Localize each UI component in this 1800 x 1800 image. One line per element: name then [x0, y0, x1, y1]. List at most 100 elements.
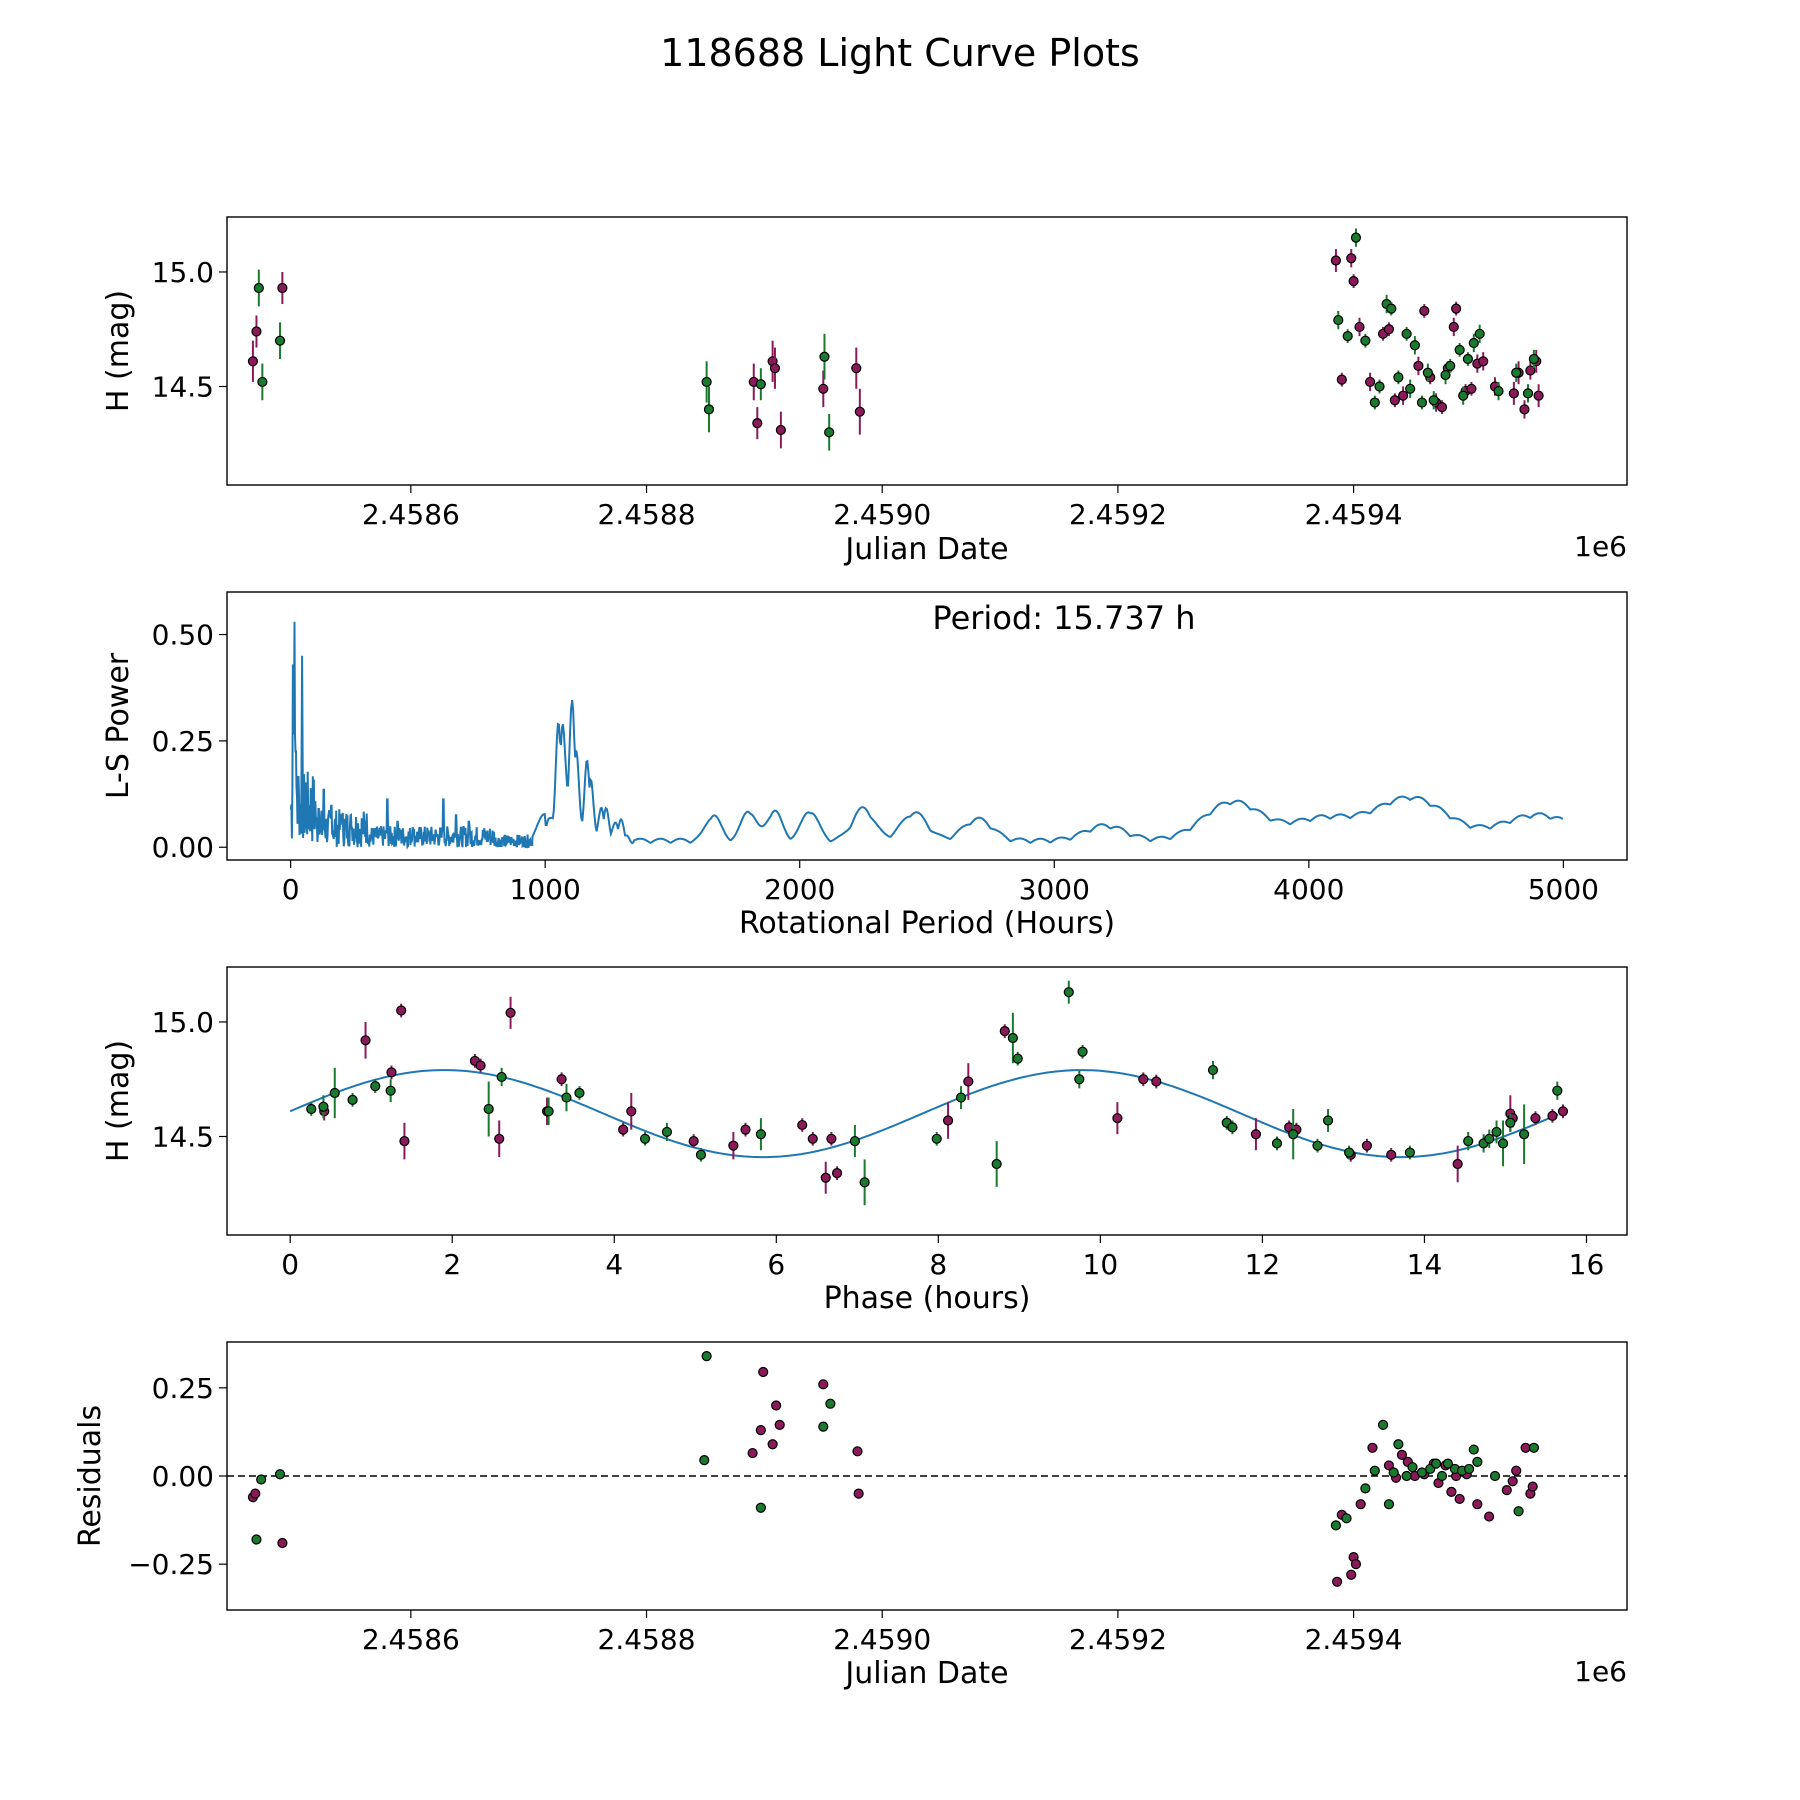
lightcurve-x-offset: 1e6 — [1574, 530, 1627, 563]
residuals-point-green — [1489, 1470, 1501, 1482]
phase-point-magenta — [1250, 1129, 1262, 1140]
lightcurve-point-green — [253, 282, 264, 294]
residuals-x-tick-label: 2.4586 — [362, 1623, 460, 1656]
lightcurve-panel: 2.4586 2.4588 2.4590 2.4592 2.4594 14.515.0 … — [101, 216, 1628, 567]
phase-point-green — [661, 1126, 673, 1138]
periodogram-y-label: L-S Power — [101, 652, 136, 799]
phase-y-label: H (mag) — [101, 1040, 136, 1162]
lightcurve-point-green — [1511, 367, 1522, 378]
phase-point-magenta — [728, 1140, 739, 1151]
phase-x-tick-label: 14 — [1407, 1248, 1443, 1281]
residuals-point-green — [699, 1455, 710, 1466]
lightcurve-point-green — [703, 404, 715, 415]
phase-frame — [226, 966, 1628, 1236]
residuals-frame — [226, 1341, 1628, 1611]
lightcurve-point-magenta — [1533, 390, 1544, 401]
periodogram-frame — [226, 591, 1628, 861]
lightcurve-point-magenta — [1389, 395, 1400, 406]
residuals-point-green — [1341, 1513, 1352, 1524]
lightcurve-x-tick-label: 2.4590 — [833, 498, 931, 531]
lightcurve-point-magenta — [247, 356, 259, 367]
lightcurve-point-green — [1405, 383, 1416, 394]
phase-point-magenta — [826, 1133, 837, 1144]
residuals-y-tick-label: 0.00 — [152, 1460, 214, 1493]
lightcurve-point-green — [274, 335, 286, 346]
lightcurve-x-label: Julian Date — [843, 532, 1008, 567]
residuals-x-tick-label: 2.4594 — [1305, 1623, 1403, 1656]
phase-point-green — [1505, 1117, 1516, 1128]
phase-x-tick-label: 10 — [1083, 1248, 1119, 1281]
lightcurve-point-magenta — [251, 326, 262, 337]
residuals-point-magenta — [1454, 1493, 1465, 1505]
phase-x-tick-label: 8 — [929, 1248, 947, 1281]
residuals-point-magenta — [1446, 1486, 1457, 1497]
residuals-y-tick-label: 0.25 — [152, 1372, 214, 1405]
lightcurve-point-magenta — [1336, 374, 1347, 385]
phase-point-magenta — [688, 1135, 699, 1147]
phase-point-green — [318, 1101, 329, 1112]
periodogram-y-tick-label: 0.25 — [152, 725, 214, 758]
phase-point-magenta — [740, 1124, 751, 1135]
phase-point-green — [931, 1133, 942, 1144]
lightcurve-point-green — [1393, 372, 1404, 383]
lightcurve-x-ticks: 2.4586 2.4588 2.4590 2.4592 2.4594 — [362, 485, 1403, 531]
lightcurve-point-magenta — [277, 282, 288, 294]
phase-point-green — [1404, 1147, 1415, 1158]
phase-point-green — [1552, 1085, 1563, 1096]
residuals-point-magenta — [1501, 1485, 1512, 1496]
phase-point-magenta — [820, 1172, 831, 1183]
residuals-point-green — [1472, 1456, 1483, 1467]
phase-x-ticks: 0 2 4 6 8 10 12 14 16 — [281, 1235, 1604, 1281]
residuals-panel: 2.4586 2.4588 2.4590 2.4592 2.4594 −0.25 0.00… — [73, 1341, 1628, 1691]
phase-point-green — [370, 1081, 381, 1092]
phase-point-green — [1312, 1140, 1323, 1151]
lightcurve-point-green — [1386, 303, 1397, 314]
phase-point-magenta — [396, 1005, 407, 1016]
phase-point-green — [574, 1087, 585, 1099]
residuals-point-magenta — [1346, 1569, 1357, 1580]
phase-y-tick-label: 15.0 — [152, 1006, 214, 1039]
phase-x-tick-label: 12 — [1245, 1248, 1281, 1281]
lightcurve-point-magenta — [1519, 404, 1530, 415]
phase-point-green — [1497, 1138, 1509, 1149]
lightcurve-point-magenta — [1348, 276, 1359, 287]
phase-point-green — [1519, 1129, 1530, 1140]
residuals-point-magenta — [1527, 1481, 1538, 1492]
residuals-point-magenta — [853, 1488, 864, 1499]
phase-point-green — [1288, 1129, 1299, 1140]
phase-point-magenta — [963, 1076, 974, 1087]
phase-point-magenta — [475, 1060, 486, 1071]
phase-point-green — [859, 1177, 870, 1188]
phase-point-green — [1463, 1135, 1474, 1147]
residuals-point-magenta — [771, 1400, 782, 1411]
phase-point-magenta — [831, 1168, 843, 1179]
periodogram-x-tick-label: 5000 — [1528, 873, 1599, 906]
residuals-x-tick-label: 2.4590 — [833, 1623, 931, 1656]
phase-point-magenta — [360, 1035, 371, 1046]
lightcurve-point-magenta — [818, 383, 829, 394]
phase-point-green — [496, 1071, 507, 1083]
residuals-point-green — [256, 1474, 267, 1485]
phase-point-green — [483, 1103, 494, 1115]
residuals-point-magenta — [774, 1419, 785, 1430]
residuals-point-green — [701, 1351, 712, 1362]
phase-point-green — [561, 1092, 572, 1103]
residuals-x-label: Julian Date — [843, 1656, 1008, 1691]
phase-x-tick-label: 16 — [1569, 1248, 1605, 1281]
lightcurve-point-green — [824, 427, 835, 438]
lightcurve-point-green — [1462, 353, 1474, 365]
period-annotation: Period: 15.737 h — [932, 599, 1195, 637]
residuals-point-green — [755, 1502, 766, 1513]
lightcurve-point-magenta — [1436, 402, 1448, 413]
phase-point-green — [1322, 1115, 1334, 1126]
lightcurve-frame — [226, 216, 1628, 486]
lightcurve-point-green — [1440, 369, 1451, 381]
lightcurve-point-magenta — [1451, 303, 1462, 314]
residuals-y-tick-label: −0.25 — [128, 1548, 214, 1581]
residuals-point-magenta — [277, 1537, 288, 1549]
phase-point-magenta — [386, 1067, 397, 1078]
phase-point-green — [1207, 1064, 1219, 1076]
phase-point-magenta — [505, 1007, 516, 1018]
periodogram-panel: 0 1000 2000 3000 4000 5000 0.00 0.25 0.50 Perio… — [101, 591, 1628, 941]
